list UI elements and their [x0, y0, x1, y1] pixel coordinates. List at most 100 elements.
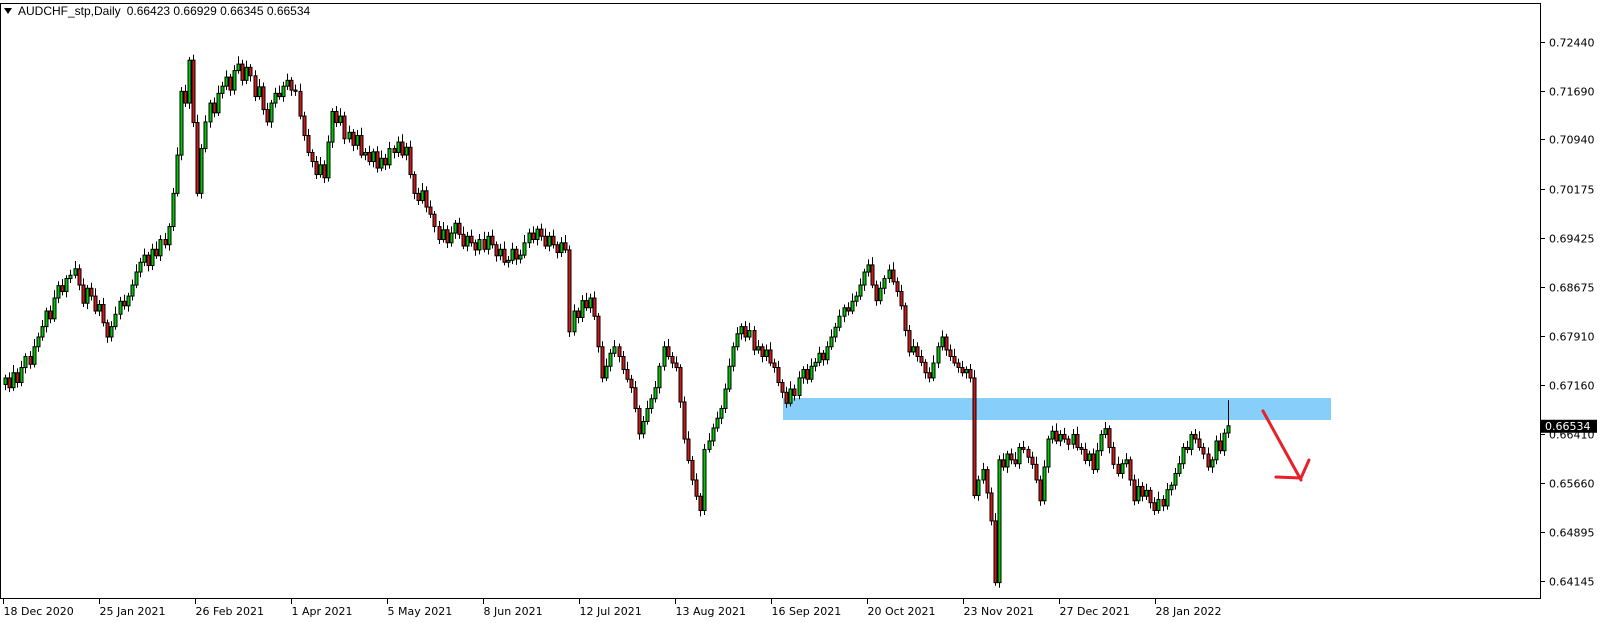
candle [805, 363, 810, 384]
candle [48, 305, 53, 324]
candle-body [216, 92, 221, 114]
candle-body [122, 300, 127, 307]
candle [101, 297, 106, 327]
current-price-label: 0.66534 [1541, 419, 1597, 433]
candle-body [1042, 466, 1047, 502]
resistance-zone[interactable] [783, 398, 1331, 420]
candle-body [36, 336, 41, 348]
candle-body [698, 495, 703, 512]
candle-body [363, 151, 368, 156]
candle-body [1066, 438, 1071, 445]
candle [723, 383, 728, 413]
dropdown-triangle-icon[interactable] [4, 8, 12, 14]
candle [878, 281, 883, 305]
candle-body [269, 102, 274, 123]
candle-body [1189, 433, 1194, 450]
candle [535, 225, 540, 246]
candle-body [424, 190, 429, 208]
candle-body [1050, 430, 1055, 440]
candle-body [584, 300, 589, 309]
candle-body [850, 300, 855, 312]
candle [682, 396, 687, 444]
candle [772, 358, 777, 373]
candle [1030, 451, 1035, 469]
candles-group [3, 54, 1231, 588]
candle-body [780, 381, 785, 393]
candle [445, 225, 450, 248]
candle [1144, 483, 1149, 501]
down-arrow-icon[interactable] [1261, 409, 1311, 482]
candle [989, 487, 994, 526]
candle [85, 285, 90, 310]
candle-body [318, 164, 323, 176]
candle-body [891, 269, 896, 283]
candle [715, 411, 720, 432]
price-tick-label: 0.68675 [1549, 282, 1595, 295]
candle [334, 106, 339, 128]
candle-body [1222, 432, 1227, 452]
candle [502, 241, 507, 266]
candle [747, 322, 752, 341]
candle-body [416, 192, 421, 202]
candle [948, 344, 953, 361]
candle [731, 342, 736, 372]
candle-body [457, 222, 462, 235]
candle [547, 231, 552, 252]
candle [592, 291, 597, 321]
candle [244, 60, 249, 85]
candle [1013, 452, 1018, 467]
candle [1177, 455, 1182, 477]
candle-body [1116, 463, 1121, 474]
candle-body [641, 420, 646, 435]
candle [1042, 460, 1047, 505]
candle [797, 371, 802, 400]
candle-body [1201, 446, 1206, 455]
candle-body [723, 388, 728, 409]
candle [191, 54, 196, 128]
candle-body [253, 75, 258, 98]
candle-body [199, 148, 204, 194]
candle-body [1107, 428, 1112, 448]
candle [641, 415, 646, 439]
candle [559, 237, 564, 258]
candle-body [1210, 459, 1215, 468]
candle [968, 363, 973, 383]
date-tick-label: 1 Apr 2021 [292, 605, 353, 618]
candle [1038, 475, 1043, 506]
candle-body [1083, 448, 1088, 461]
candle [261, 82, 266, 115]
candle-body [915, 346, 920, 358]
candle [347, 125, 352, 143]
candle-body [952, 356, 957, 364]
candle-body [277, 92, 282, 98]
price-tick-label: 0.67160 [1549, 380, 1595, 393]
candle-body [44, 310, 49, 328]
candle-body [788, 388, 793, 404]
candle-body [972, 377, 977, 497]
candle [531, 226, 536, 244]
candle [179, 86, 184, 161]
candle-body [1005, 453, 1010, 468]
candle [32, 338, 37, 368]
candle [412, 171, 417, 200]
date-tick-label: 28 Jan 2022 [1156, 605, 1222, 618]
candle-body [1169, 484, 1174, 491]
candle [625, 361, 630, 383]
candle-body [608, 352, 613, 367]
candle [907, 324, 912, 357]
candle-body [919, 356, 924, 363]
candle [964, 366, 969, 379]
candle [1226, 400, 1231, 439]
candle-body [1034, 463, 1039, 481]
candle [633, 381, 638, 413]
candle-body [964, 368, 969, 374]
candle-body [1075, 433, 1080, 448]
candle [707, 433, 712, 453]
candle [617, 343, 622, 363]
candle-body [1128, 459, 1133, 481]
candle [662, 341, 667, 371]
candle [1173, 467, 1178, 490]
candle-body [469, 235, 474, 244]
candle [792, 384, 797, 401]
